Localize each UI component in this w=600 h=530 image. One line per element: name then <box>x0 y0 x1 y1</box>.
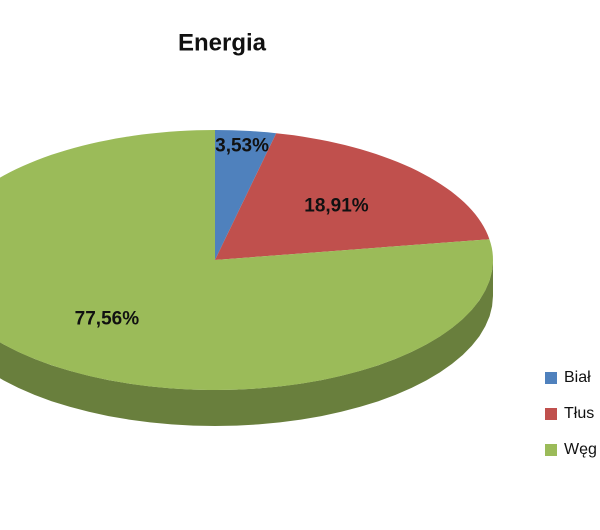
data-label: 77,56% <box>75 308 140 329</box>
slice <box>215 130 277 260</box>
slice <box>215 133 490 260</box>
legend-swatch <box>545 372 557 384</box>
slice <box>0 130 493 390</box>
legend-swatch <box>545 444 557 456</box>
legend-label: Węg <box>564 441 597 458</box>
legend-label: Biał <box>564 369 591 386</box>
legend-swatch <box>545 408 557 420</box>
slice-side <box>0 260 493 426</box>
data-label: 3,53% <box>215 135 269 156</box>
data-label: 18,91% <box>304 196 369 217</box>
chart-title: Energia <box>178 29 267 56</box>
legend-label: Tłus <box>564 405 594 422</box>
